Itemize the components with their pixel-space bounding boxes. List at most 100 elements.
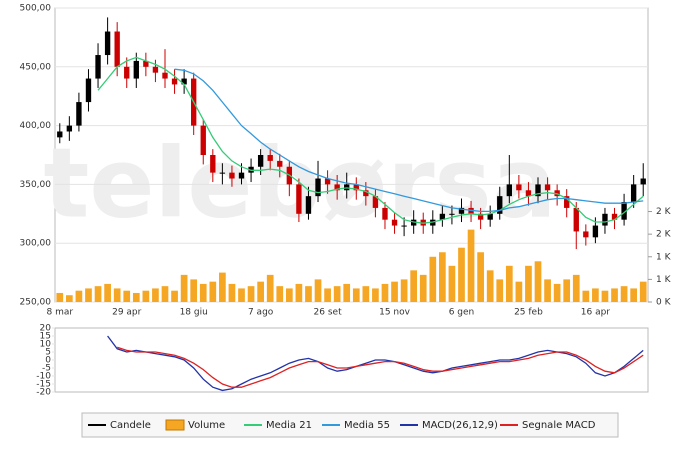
x-tick-label: 15 nov (379, 308, 411, 318)
candle-body (621, 202, 627, 220)
candle-body (162, 72, 168, 79)
candle-body (516, 184, 522, 191)
candle-body (66, 125, 73, 132)
candle-body (611, 213, 618, 220)
volume-bar (190, 279, 198, 302)
candle-body (143, 60, 149, 67)
volume-bar (572, 274, 580, 302)
y-tick-label: 250,00 (20, 298, 52, 308)
candle-body (506, 184, 512, 197)
x-tick-label: 29 apr (112, 308, 142, 318)
volume-bar (515, 281, 523, 302)
candle-body (267, 155, 273, 161)
volume-bar (56, 292, 64, 302)
volume-bar (209, 281, 217, 302)
volume-bar (285, 288, 293, 302)
candle-body (449, 213, 455, 215)
legend-swatch (165, 419, 185, 431)
legend-label: Media 55 (344, 420, 390, 431)
candle-body (334, 184, 340, 191)
volume-bar (152, 288, 159, 302)
legend-label: Volume (188, 420, 225, 431)
candle-body (76, 102, 82, 126)
volume-bar (238, 288, 245, 302)
line-series (116, 346, 644, 388)
macd-plot-area (54, 327, 649, 393)
x-tick-label: 6 gen (449, 308, 475, 318)
line-series (97, 56, 644, 224)
y-tick-label: 15 (40, 332, 51, 342)
candle-body (544, 184, 551, 191)
volume-bar (65, 295, 73, 302)
candle-body (95, 55, 101, 79)
candle-body (592, 225, 599, 238)
volume-bar (639, 281, 647, 302)
volume-bar (85, 288, 92, 302)
volume-bar (333, 286, 341, 302)
volume-bar (266, 274, 274, 302)
price-plot-area (54, 7, 649, 303)
volume-bar (429, 256, 437, 302)
candle-body (391, 219, 398, 226)
candle-body (200, 125, 206, 155)
volume-bar (171, 290, 178, 302)
volume-bar (314, 279, 322, 302)
y-tick-label: 5 (45, 348, 51, 358)
candle-body (104, 31, 111, 56)
volume-bar (592, 288, 599, 302)
volume-bar (132, 292, 140, 302)
candle-body (85, 78, 92, 103)
volume-bar (553, 283, 561, 302)
y2-tick-label: 1 K (656, 275, 672, 285)
volume-bar (563, 279, 571, 302)
line-series (174, 68, 644, 213)
y2-tick-label: 2 K (656, 230, 672, 240)
volume-bar (94, 286, 102, 302)
volume-bar (199, 283, 207, 302)
volume-bar (276, 286, 284, 302)
y2-tick-label: 1 K (656, 252, 672, 262)
volume-bar (362, 286, 370, 302)
legend-label: Media 21 (266, 420, 312, 431)
volume-bar (486, 270, 494, 302)
volume-bar (439, 252, 446, 302)
candle-body (602, 213, 608, 226)
x-tick-label: 26 set (314, 308, 343, 318)
volume-bar (180, 274, 188, 302)
candle-body (382, 207, 388, 220)
candle-body (535, 184, 541, 197)
volume-bar (352, 288, 360, 302)
volume-bar (343, 283, 351, 302)
volume-bar (113, 288, 121, 302)
volume-bar (620, 286, 628, 302)
volume-bar (477, 252, 484, 302)
volume-bar (601, 290, 609, 302)
volume-bar (123, 290, 131, 302)
candle-body (477, 213, 484, 220)
legend-label: Segnale MACD (522, 420, 596, 431)
y-tick-label: 500,00 (20, 4, 52, 14)
candle-body (257, 155, 264, 167)
volume-bar (381, 283, 389, 302)
candle-body (487, 213, 493, 220)
volume-bar (400, 279, 408, 302)
y-tick-label: -10 (36, 372, 51, 382)
volume-bar (630, 288, 638, 302)
candle-body (525, 190, 532, 197)
volume-bar (496, 279, 504, 302)
candle-body (640, 178, 646, 185)
y-tick-label: 300,00 (20, 239, 52, 249)
line-series (107, 335, 644, 392)
volume-bar (582, 290, 590, 302)
x-tick-label: 25 feb (514, 308, 543, 318)
volume-bar (247, 286, 255, 302)
volume-bar (75, 290, 83, 302)
legend: Candele Volume Media 21 Media 55 MACD(26,12,… (88, 419, 596, 431)
volume-bar (391, 281, 398, 302)
legend-label: Candele (110, 420, 151, 431)
candle-body (497, 196, 503, 214)
candle-body (583, 231, 589, 238)
volume-bar (467, 229, 475, 302)
